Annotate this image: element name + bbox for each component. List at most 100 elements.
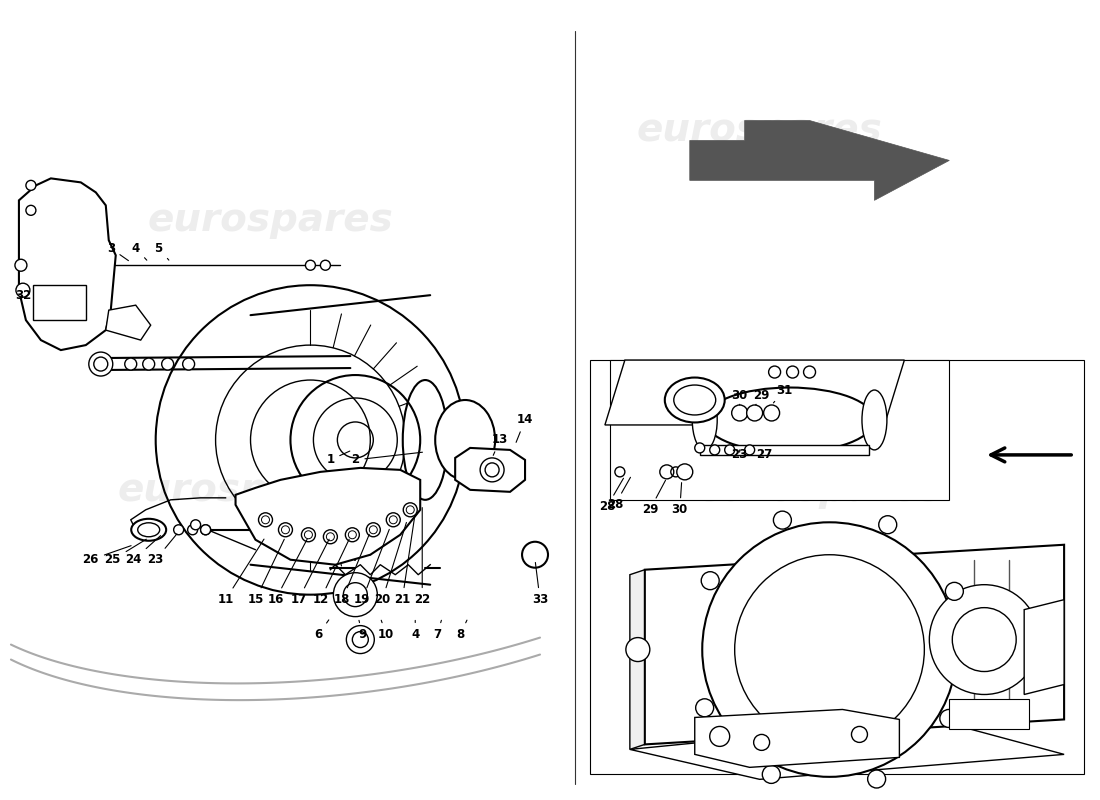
Circle shape bbox=[174, 525, 184, 534]
Text: 8: 8 bbox=[456, 620, 468, 641]
Circle shape bbox=[346, 626, 374, 654]
Ellipse shape bbox=[702, 522, 957, 777]
Circle shape bbox=[188, 525, 198, 534]
Circle shape bbox=[747, 405, 762, 421]
Polygon shape bbox=[235, 468, 420, 565]
Ellipse shape bbox=[705, 387, 874, 453]
Text: 31: 31 bbox=[773, 383, 793, 403]
Text: 17: 17 bbox=[290, 539, 329, 606]
Circle shape bbox=[660, 465, 674, 479]
Circle shape bbox=[762, 766, 780, 783]
Polygon shape bbox=[645, 545, 1064, 745]
Circle shape bbox=[162, 358, 174, 370]
Circle shape bbox=[851, 726, 868, 742]
Text: 24: 24 bbox=[125, 536, 161, 566]
Text: 22: 22 bbox=[414, 507, 430, 606]
Polygon shape bbox=[33, 285, 86, 320]
Text: 5: 5 bbox=[155, 242, 169, 260]
Text: 16: 16 bbox=[267, 539, 307, 606]
Circle shape bbox=[710, 726, 729, 746]
Circle shape bbox=[695, 443, 705, 453]
Ellipse shape bbox=[131, 518, 166, 541]
Text: 21: 21 bbox=[394, 515, 415, 606]
Circle shape bbox=[930, 585, 1040, 694]
Circle shape bbox=[615, 467, 625, 477]
Text: 25: 25 bbox=[104, 539, 146, 566]
Text: 19: 19 bbox=[354, 530, 389, 606]
Circle shape bbox=[190, 520, 200, 530]
Polygon shape bbox=[695, 710, 900, 767]
Circle shape bbox=[804, 366, 815, 378]
Circle shape bbox=[939, 710, 958, 727]
Bar bbox=[949, 699, 1030, 730]
Text: 30: 30 bbox=[672, 482, 688, 516]
Circle shape bbox=[323, 530, 338, 544]
Text: 32: 32 bbox=[14, 289, 31, 307]
Polygon shape bbox=[700, 445, 869, 455]
Text: 20: 20 bbox=[374, 522, 406, 606]
Polygon shape bbox=[19, 178, 116, 350]
Text: 9: 9 bbox=[359, 620, 366, 641]
Text: 29: 29 bbox=[754, 389, 770, 405]
Circle shape bbox=[124, 358, 136, 370]
Circle shape bbox=[200, 525, 210, 534]
Text: 11: 11 bbox=[218, 539, 264, 606]
Circle shape bbox=[26, 206, 36, 215]
Text: 33: 33 bbox=[532, 562, 548, 606]
Polygon shape bbox=[605, 360, 904, 425]
Text: 26: 26 bbox=[82, 546, 131, 566]
Circle shape bbox=[732, 405, 748, 421]
Text: 28: 28 bbox=[598, 478, 624, 514]
Text: 30: 30 bbox=[732, 389, 748, 405]
Polygon shape bbox=[106, 305, 151, 340]
Text: eurospares: eurospares bbox=[118, 471, 363, 509]
Text: 10: 10 bbox=[378, 620, 395, 641]
Circle shape bbox=[258, 513, 273, 526]
Polygon shape bbox=[1024, 600, 1064, 694]
Ellipse shape bbox=[862, 390, 887, 450]
Circle shape bbox=[320, 260, 330, 270]
Text: 4: 4 bbox=[411, 621, 419, 641]
Circle shape bbox=[754, 734, 770, 750]
Circle shape bbox=[879, 516, 896, 534]
Circle shape bbox=[15, 283, 30, 297]
Circle shape bbox=[773, 511, 791, 529]
Circle shape bbox=[710, 445, 719, 455]
Text: 15: 15 bbox=[248, 539, 284, 606]
Bar bbox=[590, 360, 1085, 774]
Polygon shape bbox=[609, 360, 949, 500]
Circle shape bbox=[701, 572, 719, 590]
Circle shape bbox=[522, 542, 548, 568]
Circle shape bbox=[89, 352, 113, 376]
Circle shape bbox=[278, 522, 293, 537]
Circle shape bbox=[745, 445, 755, 455]
Text: 12: 12 bbox=[312, 539, 349, 606]
Ellipse shape bbox=[692, 390, 717, 450]
Circle shape bbox=[15, 259, 26, 271]
Text: 23: 23 bbox=[147, 534, 177, 566]
Circle shape bbox=[868, 770, 886, 788]
Circle shape bbox=[695, 699, 714, 717]
Ellipse shape bbox=[735, 554, 924, 745]
Circle shape bbox=[676, 464, 693, 480]
Text: 23: 23 bbox=[732, 449, 748, 462]
Text: 1: 1 bbox=[327, 451, 350, 466]
Ellipse shape bbox=[436, 400, 495, 480]
Circle shape bbox=[480, 458, 504, 482]
Text: eurospares: eurospares bbox=[696, 471, 943, 509]
Text: 13: 13 bbox=[492, 434, 508, 455]
Text: 4: 4 bbox=[132, 242, 146, 260]
Ellipse shape bbox=[664, 378, 725, 422]
Circle shape bbox=[333, 573, 377, 617]
Text: 3: 3 bbox=[107, 242, 129, 261]
Circle shape bbox=[386, 513, 400, 526]
Polygon shape bbox=[690, 121, 949, 200]
Circle shape bbox=[306, 260, 316, 270]
Circle shape bbox=[769, 366, 781, 378]
Circle shape bbox=[945, 582, 964, 600]
Polygon shape bbox=[630, 570, 645, 750]
Polygon shape bbox=[455, 448, 525, 492]
Circle shape bbox=[725, 445, 735, 455]
Circle shape bbox=[345, 528, 360, 542]
Circle shape bbox=[626, 638, 650, 662]
